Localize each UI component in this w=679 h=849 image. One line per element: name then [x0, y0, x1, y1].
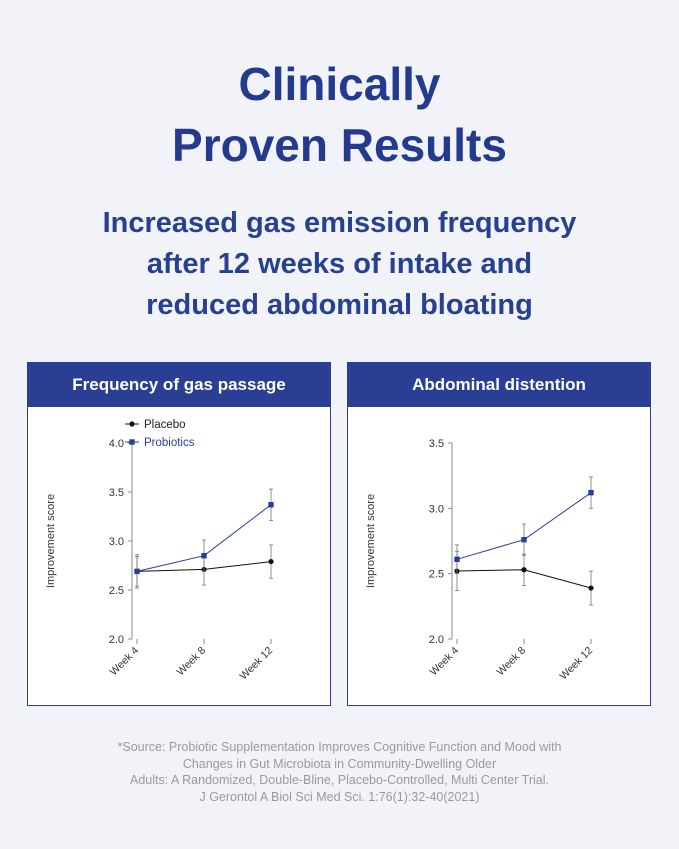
y-tick-label: 3.5: [429, 438, 444, 450]
data-point: [134, 568, 140, 575]
source-line-2: Changes in Gut Microbiota in Community-D…: [182, 756, 497, 771]
y-axis-label: Improvement score: [45, 494, 57, 588]
y-tick-label: 2.0: [429, 634, 444, 646]
page-subtitle: Increased gas emission frequency after 1…: [0, 203, 679, 326]
title-line-2: Proven Results: [172, 119, 507, 171]
x-tick-label: Week 8: [495, 645, 529, 679]
y-tick-label: 3.0: [429, 503, 444, 515]
x-tick-label: Week 12: [557, 645, 595, 683]
y-tick-label: 2.0: [109, 634, 124, 646]
y-tick-label: 3.5: [109, 487, 124, 499]
chart-title-abdominal-distention: Abdominal distention: [348, 363, 650, 407]
chart-title-gas-passage: Frequency of gas passage: [28, 363, 330, 407]
y-tick-label: 2.5: [109, 585, 124, 597]
y-tick-label: 4.0: [109, 438, 124, 450]
data-point: [454, 556, 460, 562]
legend-marker: [129, 439, 135, 445]
data-point: [521, 536, 527, 543]
x-tick-label: Week 4: [108, 645, 142, 679]
data-point: [521, 567, 527, 573]
source-citation: *Source: Probiotic Supplementation Impro…: [0, 739, 679, 805]
source-line-1: *Source: Probiotic Supplementation Impro…: [117, 740, 562, 754]
source-line-3: Adults: A Randomized, Double-Bline, Plac…: [130, 773, 549, 787]
abdominal-distention-chart-panel: Abdominal distention 3.5 3.0 2.5 2.0 Week 4 W…: [347, 362, 651, 706]
title-line-1: Clinically: [238, 58, 441, 110]
data-point: [268, 502, 274, 508]
legend-label: Placebo: [144, 419, 186, 431]
data-point: [201, 553, 207, 559]
y-axis-label: Improvement score: [365, 494, 377, 588]
x-tick-label: Week 4: [428, 645, 462, 679]
legend-label: Probiotics: [144, 437, 195, 449]
data-point: [268, 558, 274, 565]
subtitle-line-3: reduced abdominal bloating: [146, 289, 533, 321]
subtitle-line-2: after 12 weeks of intake and: [146, 248, 533, 280]
gas-passage-chart-panel: Frequency of gas passage 4.0 3.5 3.0 2.5 2.0…: [27, 362, 331, 706]
y-tick-label: 2.5: [429, 569, 444, 581]
legend-marker: [129, 421, 135, 427]
source-line-4: J Gerontol A Biol Sci Med Sci. 1:76(1):3…: [199, 789, 480, 804]
y-tick-label: 3.0: [109, 536, 124, 548]
page-title: Clinically Proven Results: [0, 54, 679, 176]
subtitle-line-1: Increased gas emission frequency: [102, 207, 577, 239]
x-tick-label: Week 8: [175, 645, 209, 679]
data-point: [588, 489, 594, 496]
x-tick-label: Week 12: [237, 645, 275, 683]
data-point: [588, 585, 594, 591]
